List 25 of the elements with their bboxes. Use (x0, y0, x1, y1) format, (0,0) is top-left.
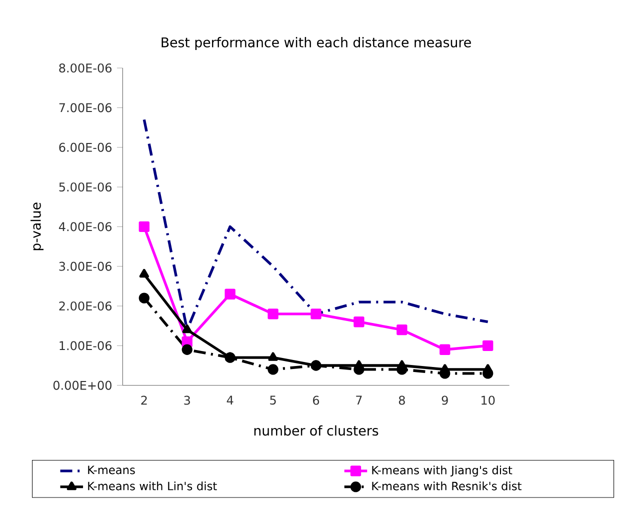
y-axis-title: p-value (30, 202, 44, 250)
y-tick-label: 1.00E-06 (60, 341, 112, 350)
x-tick-label: 2 (141, 396, 147, 405)
x-tick-label: 9 (442, 396, 448, 405)
x-tick-label: 6 (313, 396, 320, 405)
legend-label: K-means with Jiang's dist (372, 466, 512, 477)
x-tick-label: 4 (226, 396, 234, 404)
y-tick-label: 3.00E-06 (59, 262, 112, 271)
x-tick-label: 5 (270, 396, 276, 405)
y-tick-label: 4.00E-06 (58, 222, 112, 232)
x-tick-label: 8 (398, 396, 405, 405)
y-tick-label: 6.00E-06 (59, 142, 112, 152)
x-tick-label: 10 (482, 396, 495, 405)
legend-label: K-means with Lin's dist (88, 482, 217, 490)
y-tick-label: 0.00E+00 (53, 380, 112, 390)
y-tick-label: 7.00E-06 (59, 103, 112, 112)
legend-label: K-means with Resnik's dist (372, 482, 522, 490)
y-tick-label: 8.00E-06 (59, 63, 112, 73)
y-tick-label: 5.00E-06 (59, 182, 112, 192)
x-axis-title: number of clusters (254, 425, 378, 436)
x-tick-label: 7 (356, 396, 362, 404)
x-tick-label: 3 (184, 396, 190, 405)
y-tick-label: 2.00E-06 (59, 301, 112, 311)
legend-label: K-means (88, 466, 135, 474)
chart-title: Best performance with each distance measure (162, 37, 471, 50)
